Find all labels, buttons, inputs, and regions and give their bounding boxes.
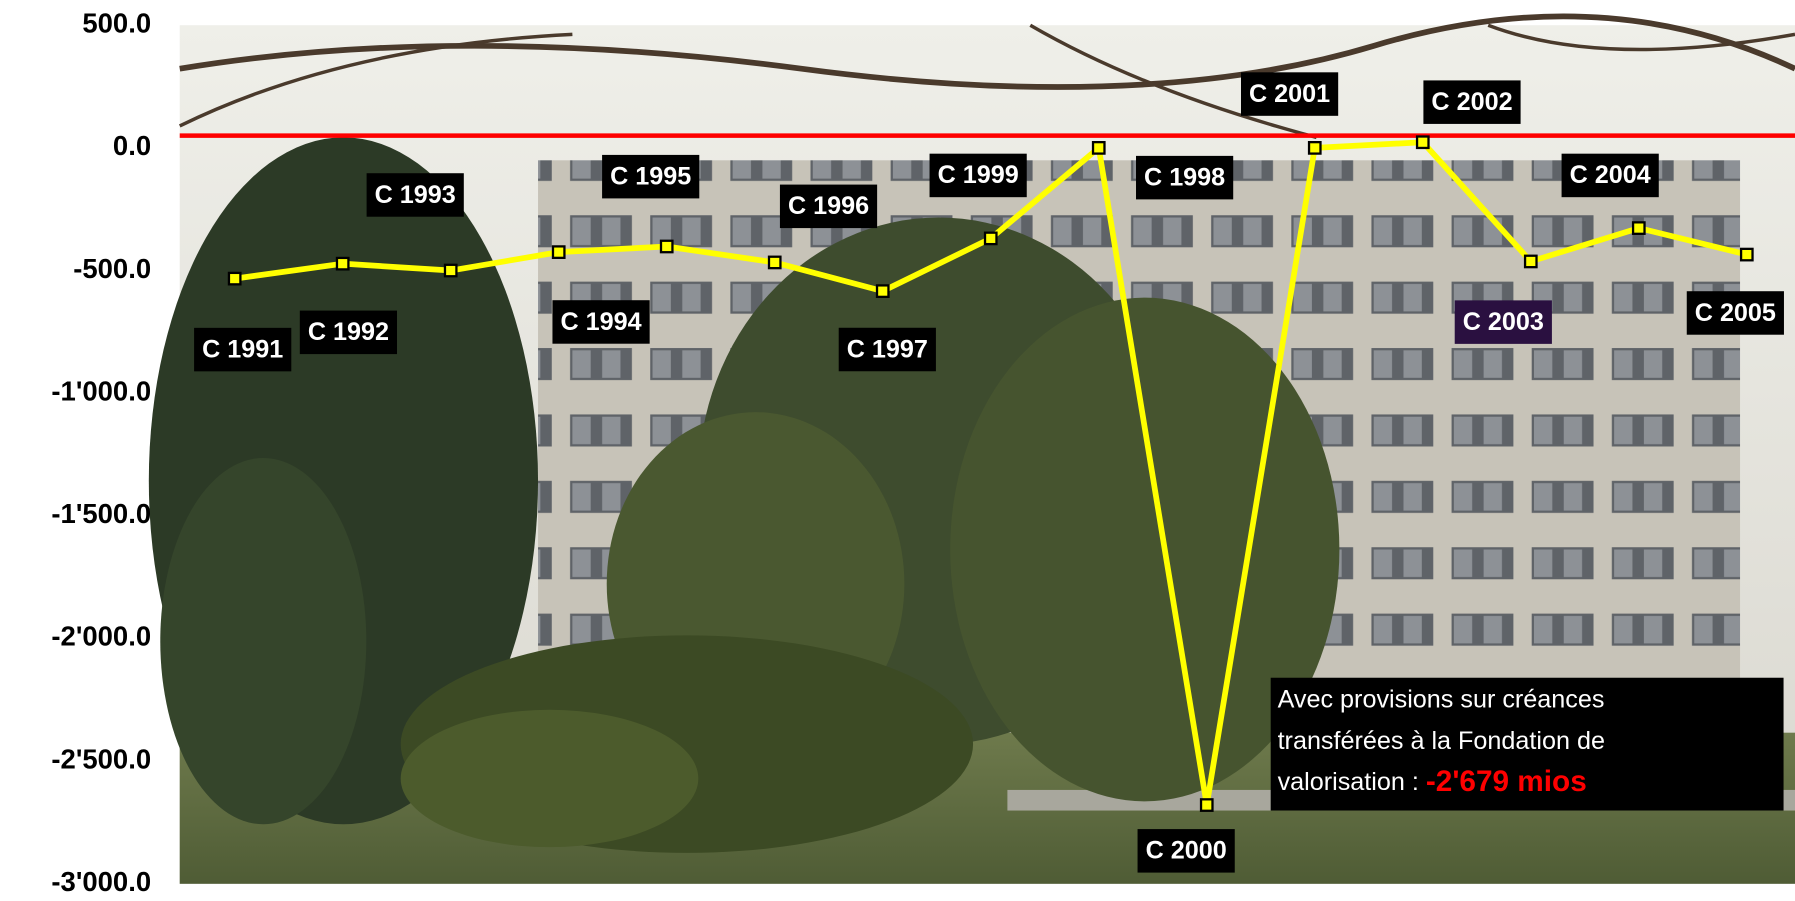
- data-point: [1091, 141, 1106, 155]
- data-point: [983, 231, 998, 246]
- data-label: C 2004: [1561, 153, 1659, 198]
- data-label: C 1996: [779, 184, 878, 229]
- data-label-text: C 1996: [788, 192, 869, 220]
- data-label-text: C 1999: [938, 161, 1019, 189]
- data-label: C 1997: [838, 327, 936, 372]
- data-label-text: C 1993: [375, 181, 456, 209]
- data-label-text: C 1991: [202, 335, 283, 363]
- data-label-text: C 1997: [847, 335, 928, 363]
- data-label-text: C 1992: [308, 318, 389, 346]
- data-label-box: [552, 300, 650, 344]
- data-label-box: [1454, 300, 1552, 344]
- data-point: [875, 284, 890, 299]
- data-point: [335, 256, 350, 271]
- annotation-box: [1270, 677, 1784, 811]
- data-label-box: [929, 153, 1027, 198]
- data-label: C 2002: [1423, 80, 1521, 124]
- data-label: C 1991: [194, 327, 292, 372]
- annotation-line: valorisation : -2'679 mios: [1278, 765, 1587, 798]
- data-point: [767, 255, 782, 270]
- data-point: [1739, 247, 1754, 262]
- data-label: C 1993: [366, 173, 464, 217]
- data-label-box: [366, 173, 464, 217]
- data-label: C 2003: [1454, 300, 1552, 344]
- data-point: [1307, 141, 1322, 155]
- data-label-text: C 2004: [1570, 161, 1651, 189]
- data-label-text: C 1995: [610, 162, 691, 190]
- data-point: [1523, 254, 1538, 269]
- data-label-box: [299, 310, 398, 355]
- data-point: [227, 271, 242, 286]
- data-label-box: [1686, 291, 1784, 335]
- annotation-line: Avec provisions sur créances: [1278, 685, 1605, 713]
- annotation: Avec provisions sur créances transférées …: [1270, 677, 1784, 811]
- y-tick-label: -3'000.0: [51, 866, 151, 897]
- y-tick-label: 0.0: [113, 130, 151, 161]
- data-label-box: [1137, 829, 1235, 873]
- data-point: [1199, 798, 1214, 812]
- y-tick-label: 500.0: [82, 7, 151, 38]
- data-label-box: [779, 184, 878, 229]
- data-label-box: [194, 327, 292, 372]
- annotation-text: Avec provisions sur créances: [1278, 685, 1605, 713]
- data-label-box: [1136, 155, 1234, 200]
- data-label: C 2005: [1686, 291, 1784, 335]
- data-label-box: [1240, 72, 1339, 116]
- data-label-box: [602, 154, 700, 199]
- data-label-box: [1423, 80, 1521, 124]
- annotation-line: transférées à la Fondation de: [1278, 727, 1605, 755]
- data-label-text: C 2005: [1695, 299, 1776, 327]
- y-tick-label: -1'000.0: [51, 375, 151, 406]
- data-point: [1631, 221, 1646, 235]
- annotation-text: transférées à la Fondation de: [1278, 727, 1605, 755]
- data-label-text: C 2000: [1146, 837, 1227, 865]
- data-label: C 2000: [1137, 829, 1235, 873]
- data-label-box: [838, 327, 936, 372]
- data-label-text: C 1998: [1144, 163, 1225, 191]
- y-tick-label: -500.0: [73, 253, 151, 284]
- annotation-text: valorisation :: [1278, 768, 1426, 796]
- y-tick-label: -2'500.0: [51, 743, 151, 774]
- data-label: C 1992: [299, 310, 398, 355]
- data-label: C 1995: [602, 154, 700, 199]
- data-label: C 2001: [1240, 72, 1339, 116]
- data-label-text: C 1994: [560, 308, 641, 336]
- annotation-highlight: -2'679 mios: [1426, 765, 1587, 798]
- data-label: C 1994: [552, 300, 650, 344]
- data-point: [659, 239, 674, 254]
- data-label-text: C 2003: [1463, 308, 1544, 336]
- data-label: C 1999: [929, 153, 1027, 198]
- y-tick-label: -1'500.0: [51, 498, 151, 529]
- data-point: [1415, 135, 1430, 150]
- data-label-text: C 2001: [1249, 80, 1330, 108]
- data-point: [443, 263, 458, 278]
- data-label: C 1998: [1136, 155, 1234, 200]
- data-point: [551, 245, 566, 259]
- y-tick-label: -2'000.0: [51, 621, 151, 652]
- data-label-box: [1561, 153, 1659, 198]
- data-label-text: C 2002: [1431, 88, 1512, 116]
